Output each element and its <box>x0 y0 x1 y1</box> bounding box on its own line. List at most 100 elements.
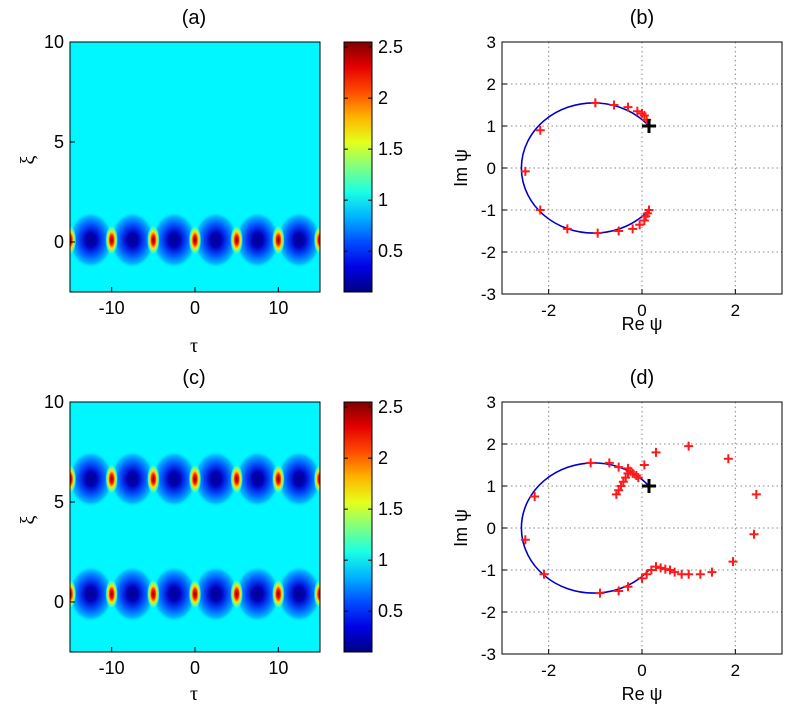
panel-c-colorbar: 0.5 1 1.5 2 2.5 <box>343 397 403 653</box>
panel-a-ticks: -10 0 10 0 5 10 <box>44 32 288 318</box>
trajectory-curve <box>520 102 650 234</box>
y-tick-label: 10 <box>44 32 64 52</box>
heatmap-peak <box>147 579 160 609</box>
heatmap-trough <box>193 451 239 507</box>
panel-c: (c) τ ξ -10 0 10 0 5 10 0.5 1 1.5 2 2.5 <box>17 367 403 705</box>
data-point <box>604 458 614 468</box>
data-point <box>539 569 549 579</box>
y-tick-label: -2 <box>481 603 496 622</box>
heatmap-trough <box>70 212 114 268</box>
heatmap-trough <box>276 566 320 622</box>
data-point <box>660 564 670 574</box>
data-point <box>586 458 596 468</box>
x-tick-label: -10 <box>99 298 125 318</box>
y-tick-label: -1 <box>481 561 496 580</box>
y-tick-label: 1 <box>487 477 496 496</box>
y-tick-label: 3 <box>487 33 496 52</box>
panel-b-xlabel: Re ψ <box>622 314 663 334</box>
data-point <box>593 228 603 238</box>
data-point <box>651 562 661 572</box>
data-point <box>632 106 642 116</box>
data-point <box>562 224 572 234</box>
panel-c-xlabel: τ <box>190 683 198 705</box>
heatmap-peak <box>70 225 77 255</box>
y-tick-label: 5 <box>54 492 64 512</box>
data-point <box>535 125 545 135</box>
data-point <box>677 569 687 579</box>
data-point <box>535 205 545 215</box>
heatmap-peak <box>313 464 320 494</box>
heatmap-peak <box>230 464 243 494</box>
heatmap-trough <box>70 451 114 507</box>
panel-a-xlabel: τ <box>190 335 198 357</box>
data-point <box>684 441 694 451</box>
heatmap-peak <box>105 579 118 609</box>
heatmap-trough <box>235 451 280 507</box>
panel-a-title: (a) <box>182 7 206 29</box>
data-point <box>651 447 661 457</box>
colorbar-tick-label: 2.5 <box>378 37 403 57</box>
panel-a-heatmap <box>69 41 321 293</box>
y-tick-label: 1 <box>487 117 496 136</box>
y-tick-label: 0 <box>487 159 496 178</box>
data-point <box>633 473 643 483</box>
data-point <box>590 98 600 108</box>
start-point <box>642 119 656 133</box>
panel-b-plot: -2 0 2 -3 -2 -1 0 1 2 3 <box>481 33 783 320</box>
panel-a: (a) τ ξ -10 0 10 0 5 10 0.5 1 1.5 2 2.5 <box>17 7 403 357</box>
y-tick-label: 2 <box>487 435 496 454</box>
panel-b: (b) -2 0 2 -3 -2 -1 0 1 2 3 Re ψ Im ψ <box>451 7 783 334</box>
heatmap-peak <box>147 464 160 494</box>
y-tick-label: 5 <box>54 132 64 152</box>
data-point <box>609 100 619 110</box>
y-tick-label: 0 <box>487 519 496 538</box>
x-tick-label: 0 <box>637 301 646 320</box>
data-point <box>642 569 652 579</box>
data-point <box>520 166 530 176</box>
heatmap-trough <box>151 566 197 622</box>
heatmap-peak <box>272 464 285 494</box>
panel-b-title: (b) <box>630 7 654 29</box>
data-point <box>751 489 761 499</box>
heatmap-peak <box>230 225 243 255</box>
heatmap-trough <box>70 566 114 622</box>
x-tick-label: 0 <box>637 661 646 680</box>
heatmap-peak <box>188 225 202 255</box>
heatmap-peak <box>188 579 202 609</box>
heatmap-peak <box>70 579 77 609</box>
heatmap-trough <box>110 212 155 268</box>
heatmap-peak <box>70 464 77 494</box>
colorbar-tick-label: 1 <box>378 190 388 210</box>
x-tick-label: -10 <box>99 658 125 678</box>
heatmap-trough <box>276 212 320 268</box>
heatmap-trough <box>110 451 155 507</box>
data-point <box>639 216 649 225</box>
heatmap-peak <box>230 579 243 609</box>
data-point <box>670 567 680 577</box>
heatmap-peak <box>147 225 160 255</box>
data-point <box>637 573 647 583</box>
data-point <box>749 529 759 539</box>
y-tick-label: 0 <box>54 592 64 612</box>
colorbar-tick-label: 0.5 <box>378 241 403 261</box>
data-point <box>728 557 738 567</box>
panel-a-ylabel: ξ <box>17 155 39 164</box>
panel-c-ylabel: ξ <box>17 515 39 524</box>
colorbar-tick-label: 2.5 <box>378 397 403 417</box>
y-tick-label: -1 <box>481 201 496 220</box>
data-point <box>707 567 717 577</box>
data-point <box>614 586 624 596</box>
data-point <box>695 569 705 579</box>
x-tick-label: 0 <box>190 298 200 318</box>
data-point <box>520 535 530 545</box>
y-tick-label: 0 <box>54 232 64 252</box>
data-point <box>595 588 605 598</box>
data-point <box>614 462 624 472</box>
heatmap-peak <box>188 464 202 494</box>
panel-d-xlabel: Re ψ <box>622 684 663 704</box>
panel-d-title: (d) <box>630 367 654 389</box>
heatmap-peak <box>272 579 285 609</box>
panel-b-ylabel: Im ψ <box>451 149 471 187</box>
y-tick-label: -3 <box>481 645 496 664</box>
